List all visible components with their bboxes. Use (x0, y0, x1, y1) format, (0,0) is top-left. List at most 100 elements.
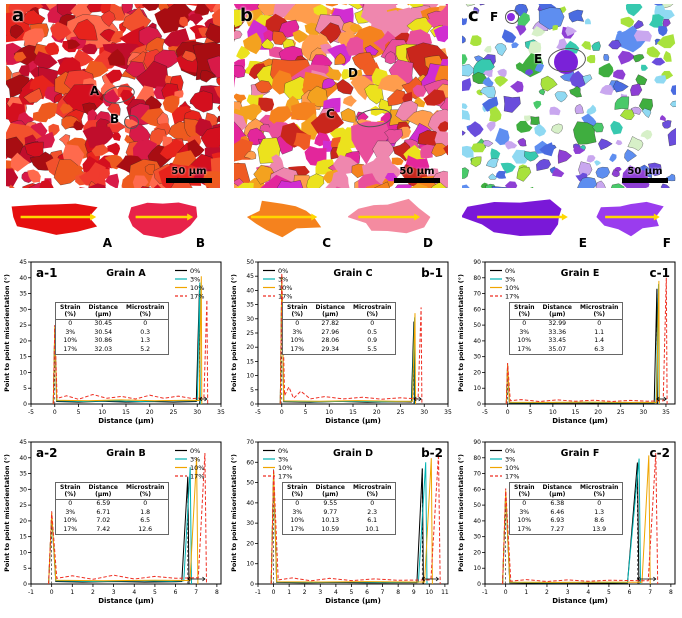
y-tick-label: 0 (477, 401, 481, 408)
grain-blob (667, 128, 676, 147)
scan-arrow-head (187, 213, 194, 221)
table-cell: 5.5 (367, 345, 378, 353)
table-row: 17% 35.07 6.3 (510, 346, 623, 355)
grain-blob (171, 106, 196, 126)
grain-blob (200, 70, 216, 83)
table-cell: 0 (295, 320, 300, 327)
grain-blob (102, 89, 120, 107)
scan-arrow-head (414, 213, 421, 221)
grain-blob (91, 144, 111, 157)
grain-blob (322, 78, 336, 89)
grain-blob (635, 74, 648, 85)
x-axis-label: Distance (μm) (552, 417, 608, 425)
grain-blob (611, 183, 625, 188)
table-row: 3% 6.71 1.8 (56, 509, 169, 518)
grain-blob (23, 87, 43, 104)
grain-blob (234, 9, 244, 28)
table-row: 10% 33.45 1.4 (510, 337, 623, 346)
grain-E-image (461, 199, 568, 236)
grain-blob (61, 115, 81, 130)
ebsd-map-c-image (462, 4, 676, 188)
table-header: Strain (%) (509, 482, 539, 500)
table-cell: 0 (370, 500, 375, 507)
series-line-17% (502, 452, 659, 585)
grain-blob (82, 126, 115, 148)
grain-blob (501, 29, 517, 43)
misorientation-table-a-2: Strain (%) Distance (μm) Microstrain (%) 0 6… (55, 482, 170, 535)
grain-label-B: B (195, 236, 205, 250)
y-tick-label: 60 (473, 486, 481, 493)
table-cell: 6.46 (550, 508, 565, 516)
x-tick-label: 10 (325, 409, 333, 416)
y-tick-label: 30 (19, 486, 27, 493)
chart-b-1-grain-C: -5 0 5 10 15 20 25 30 35 0 5 10 15 20 25 30 35 40 45 50 Dist… (228, 254, 453, 434)
grain-blob (646, 46, 661, 58)
grain-blob (594, 160, 601, 166)
grain-blob (595, 180, 606, 188)
table-cell: 3% (519, 328, 530, 336)
y-tick-label: 20 (473, 369, 481, 376)
shift-arrow-head (435, 576, 440, 582)
grain-blob (374, 181, 390, 188)
grain-blob (586, 104, 597, 116)
grain-blob (495, 127, 510, 146)
shift-arrow-head (202, 576, 206, 582)
x-tick-label: 11 (441, 589, 449, 596)
grain-blob (613, 69, 626, 80)
y-tick-label: 40 (473, 338, 481, 345)
shift-arrow-head (198, 396, 203, 402)
grain-blob (154, 8, 182, 34)
x-tick-label: 0 (504, 589, 508, 596)
y-tick-label: 40 (246, 287, 254, 294)
y-tick-label: 5 (23, 385, 27, 392)
y-tick-label: 30 (246, 316, 254, 323)
table-row: 0 27.82 0 (283, 320, 396, 329)
panel-label: c-1 (650, 266, 670, 280)
chart-title: Grain B (106, 448, 145, 459)
grain-blob (13, 51, 27, 62)
table-header: Microstrain (%) (348, 302, 396, 320)
grain-blob (334, 52, 346, 65)
y-tick-label: 70 (246, 439, 254, 446)
table-cell: 17% (517, 345, 532, 353)
table-cell: 10.1 (365, 525, 380, 533)
grain-blob (234, 93, 247, 106)
grain-blob (120, 187, 125, 188)
grain-blob (98, 168, 110, 180)
grain-blob (179, 16, 188, 27)
plot-frame (484, 441, 676, 585)
table-header: Distance (μm) (311, 482, 349, 500)
grain-blob (391, 157, 404, 166)
table-cell: 10.13 (321, 517, 340, 524)
table-cell: 30.54 (94, 328, 113, 336)
scalebar (622, 178, 668, 183)
grain-blob (504, 181, 518, 188)
legend-label: 17% (190, 293, 204, 301)
grain-blob (350, 75, 377, 101)
panel-label: b-2 (421, 446, 443, 460)
grain-blob (462, 130, 466, 136)
grain-blob (630, 83, 643, 96)
grain-blob (462, 184, 470, 188)
table-cell: 0 (143, 500, 148, 507)
grain-blob (552, 25, 559, 31)
grain-blob (313, 4, 328, 16)
grain-blob (518, 53, 543, 78)
grain-blob (243, 150, 257, 160)
chart-b-2-grain-D: -1 0 1 2 3 4 5 6 7 8 9 10 11 0 10 20 30 40 50 60 70 Distance … (228, 434, 453, 614)
y-tick-label: 10 (19, 549, 27, 556)
table-header: Strain (%) (282, 482, 312, 500)
table-cell: 0 (143, 320, 148, 327)
y-tick-label: 90 (473, 259, 481, 266)
grain-outline (596, 201, 664, 237)
grain-blob (633, 54, 645, 63)
grain-blob (310, 111, 344, 137)
grain-blob (525, 69, 534, 76)
table-row: 3% 30.54 0.3 (56, 329, 169, 338)
series-line-10% (270, 458, 433, 585)
table-cell: 10% (63, 337, 78, 344)
grain-blob (482, 69, 493, 78)
grain-blob (565, 26, 577, 37)
grain-blob (592, 122, 604, 133)
